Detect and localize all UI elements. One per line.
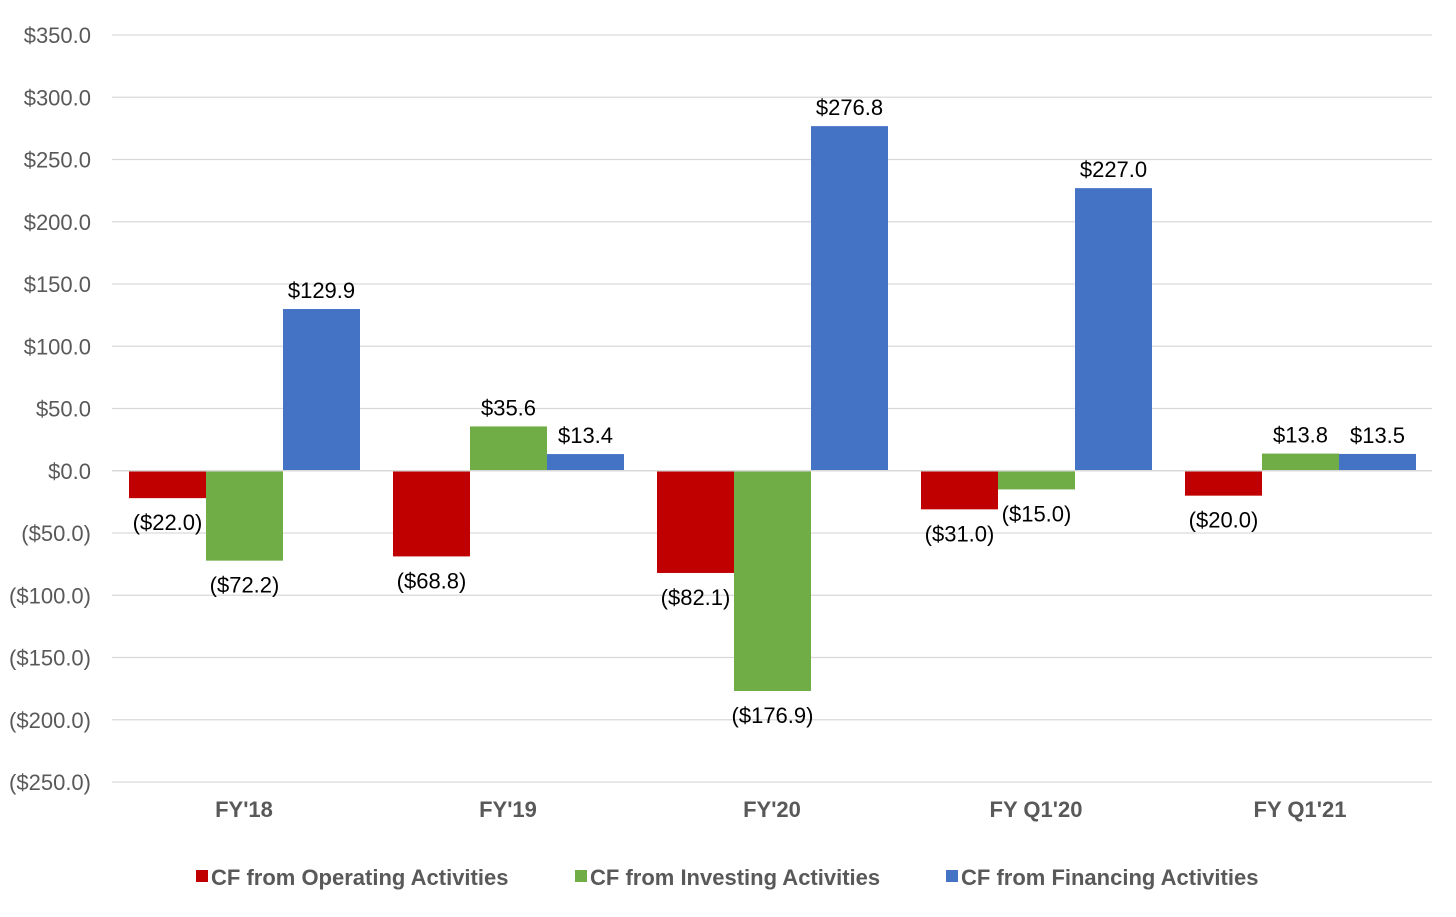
- bar: [470, 426, 547, 471]
- bar: [811, 126, 888, 471]
- legend: CF from Operating Activities CF from Inve…: [196, 865, 1258, 890]
- data-label: $13.8: [1273, 423, 1328, 448]
- bar: [1339, 453, 1416, 471]
- legend-swatch: [946, 870, 958, 882]
- bar: [393, 470, 470, 557]
- x-category-label: FY Q1'21: [1254, 797, 1347, 822]
- y-tick-label: $150.0: [24, 272, 91, 297]
- y-tick-label: ($200.0): [9, 708, 91, 733]
- bar: [734, 470, 811, 691]
- bar: [206, 470, 283, 561]
- y-tick-label: $50.0: [36, 397, 91, 422]
- legend-label: CF from Operating Activities: [211, 865, 508, 890]
- legend-swatch: [196, 870, 208, 882]
- bar: [921, 470, 998, 510]
- legend-label: CF from Financing Activities: [961, 865, 1258, 890]
- data-label: ($176.9): [732, 703, 814, 728]
- x-category-label: FY Q1'20: [990, 797, 1083, 822]
- y-tick-label: ($50.0): [21, 521, 91, 546]
- data-label: ($82.1): [661, 585, 731, 610]
- data-label: ($72.2): [210, 573, 280, 598]
- data-label: $13.4: [558, 423, 613, 448]
- y-tick-label: $350.0: [24, 23, 91, 48]
- y-tick-label: $0.0: [48, 459, 91, 484]
- legend-label: CF from Investing Activities: [590, 865, 880, 890]
- data-label: ($31.0): [925, 521, 995, 546]
- y-axis-tick-labels: $350.0 $300.0 $250.0 $200.0 $150.0 $100.0 $50.…: [9, 23, 91, 795]
- y-tick-label: ($100.0): [9, 583, 91, 608]
- data-label: ($20.0): [1189, 508, 1259, 533]
- y-tick-label: $200.0: [24, 210, 91, 235]
- x-category-label: FY'20: [743, 797, 801, 822]
- legend-swatch: [575, 870, 587, 882]
- x-category-label: FY'19: [479, 797, 537, 822]
- bar: [283, 309, 360, 471]
- bars: [129, 126, 1416, 691]
- bar: [998, 470, 1075, 490]
- y-tick-label: ($250.0): [9, 770, 91, 795]
- bar: [129, 470, 206, 499]
- bar: [657, 470, 734, 573]
- data-label: ($22.0): [133, 510, 203, 535]
- bar: [1185, 470, 1262, 496]
- bar: [547, 454, 624, 471]
- data-labels: ($22.0) ($72.2) $129.9 ($68.8) $35.6 $13.4 ($8…: [133, 95, 1405, 728]
- data-label: ($68.8): [397, 568, 467, 593]
- y-tick-label: $300.0: [24, 85, 91, 110]
- data-label: ($15.0): [1002, 501, 1072, 526]
- data-label: $227.0: [1080, 157, 1147, 182]
- data-label: $35.6: [481, 395, 536, 420]
- y-tick-label: ($150.0): [9, 646, 91, 671]
- data-label: $13.5: [1350, 423, 1405, 448]
- y-tick-label: $250.0: [24, 148, 91, 173]
- x-axis-category-labels: FY'18 FY'19 FY'20 FY Q1'20 FY Q1'21: [215, 797, 1346, 822]
- data-label: $129.9: [288, 278, 355, 303]
- bar: [1262, 453, 1339, 471]
- y-tick-label: $100.0: [24, 334, 91, 359]
- data-label: $276.8: [816, 95, 883, 120]
- bar: [1075, 188, 1152, 471]
- x-category-label: FY'18: [215, 797, 273, 822]
